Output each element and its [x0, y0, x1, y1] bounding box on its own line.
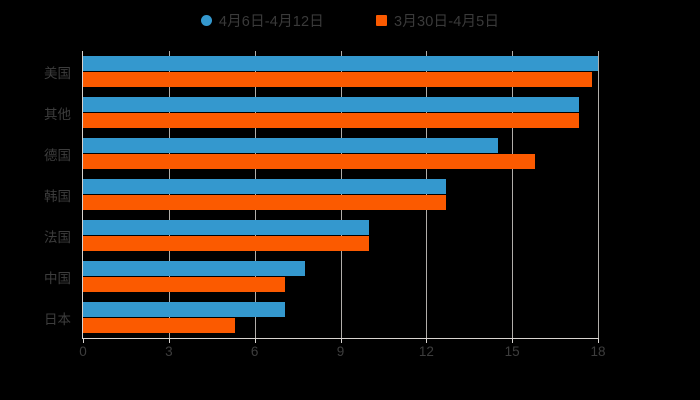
x-axis-tick-label: 15: [504, 344, 520, 359]
x-axis-tick-mark: [426, 338, 428, 343]
x-axis-tick-mark: [254, 338, 256, 343]
x-axis-labels: 0 3 6 9 12 15 18: [79, 338, 606, 368]
bar[interactable]: [83, 97, 580, 112]
gridline-18: [598, 51, 599, 338]
bar[interactable]: [83, 56, 598, 71]
x-axis-tick-mark: [598, 338, 599, 343]
gridline-3: [168, 51, 170, 338]
bar-rows: [83, 51, 598, 338]
bar-group: [83, 220, 598, 251]
legend-label: 4月6日-4月12日: [218, 13, 324, 30]
bar[interactable]: [83, 179, 447, 194]
gridline-9: [340, 51, 342, 338]
y-axis-tick-label: 中国: [44, 270, 71, 286]
x-axis-tick-label: 18: [590, 344, 606, 359]
bar[interactable]: [83, 318, 235, 333]
gridline-12: [426, 51, 428, 338]
legend-item-0[interactable]: 4月6日-4月12日: [200, 10, 324, 31]
dot-icon: [200, 14, 212, 26]
x-axis-tick-mark: [83, 338, 84, 343]
bar-group: [83, 56, 598, 87]
legend-label: 3月30日-4月5日: [394, 13, 500, 30]
x-axis-tick-mark: [168, 338, 170, 343]
y-axis-tick-label: 韩国: [44, 188, 71, 204]
x-axis-tick-label: 3: [165, 344, 173, 359]
plot-area: [82, 51, 599, 339]
y-axis-tick-label: 其他: [44, 106, 71, 122]
bar-group: [83, 138, 598, 169]
y-axis-tick-label: 德国: [44, 147, 71, 163]
x-axis-tick-label: 6: [250, 344, 259, 359]
bar[interactable]: [83, 302, 285, 317]
y-axis-tick-label: 日本: [44, 311, 71, 327]
bar[interactable]: [83, 195, 447, 210]
bar[interactable]: [83, 72, 593, 87]
bar[interactable]: [83, 138, 498, 153]
x-axis-tick-mark: [512, 338, 514, 343]
gridline-6: [254, 51, 256, 338]
x-axis-tick-label: 9: [336, 344, 345, 359]
bar-group: [83, 97, 598, 128]
x-axis-tick-mark: [340, 338, 342, 343]
bar[interactable]: [83, 261, 305, 276]
bar-group: [83, 261, 598, 292]
bar[interactable]: [83, 220, 370, 235]
square-icon: [376, 14, 387, 26]
bar[interactable]: [83, 277, 285, 292]
bar[interactable]: [83, 236, 370, 251]
bar[interactable]: [83, 113, 580, 128]
y-axis-tick-label: 美国: [44, 65, 71, 81]
bar-group: [83, 302, 598, 333]
y-axis-labels: 美国其他德国韩国法国中国日本: [0, 51, 83, 338]
y-axis-line: [82, 51, 83, 338]
chart-legend: 4月6日-4月12日 3月30日-4月5日: [0, 8, 700, 32]
x-axis-tick-label: 0: [79, 344, 87, 359]
gridline-15: [512, 51, 514, 338]
legend-item-1[interactable]: 3月30日-4月5日: [376, 10, 499, 31]
x-axis-tick-label: 12: [418, 344, 434, 359]
bar[interactable]: [83, 154, 536, 169]
bar-group: [83, 179, 598, 210]
y-axis-tick-label: 法国: [44, 229, 71, 245]
